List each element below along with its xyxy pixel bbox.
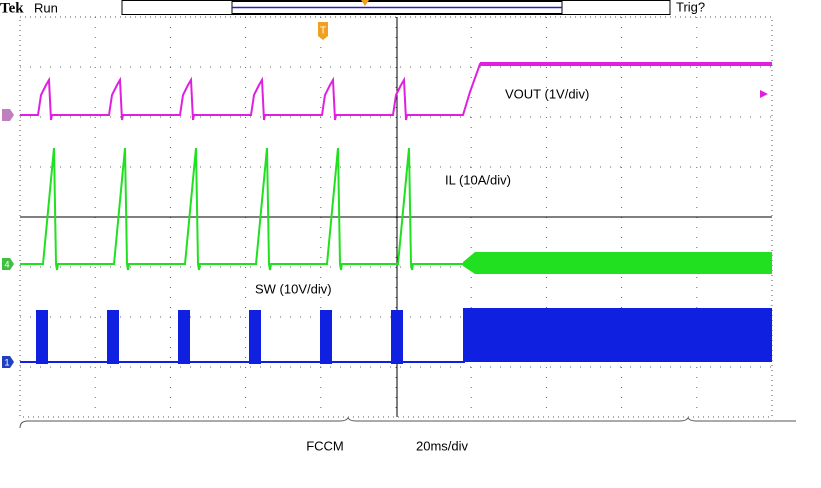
sw-burst (178, 310, 190, 364)
sw-burst (36, 310, 48, 364)
ch4-marker-label: 4 (4, 259, 9, 269)
trigger-marker (318, 22, 328, 40)
trigger-pos-top (361, 0, 369, 6)
graticule-border (19, 16, 773, 418)
trigger-marker-label: T (320, 26, 326, 37)
ch1-marker (2, 356, 14, 368)
ch3-marker (2, 109, 14, 121)
ch1-marker-label: 1 (4, 357, 9, 367)
sw-burst (320, 310, 332, 364)
trigger-status: Trig? (676, 0, 705, 14)
il-trace (20, 147, 463, 271)
ref-arrow (760, 90, 768, 98)
mode-label: FCCM (306, 438, 344, 453)
brand: Tek (0, 0, 24, 16)
sw-label: SW (10V/div) (255, 281, 332, 296)
ch4-marker (2, 258, 14, 270)
sw-burst (391, 310, 403, 364)
sw-burst (107, 310, 119, 364)
run-status: Run (34, 0, 58, 15)
waveforms (20, 62, 772, 364)
vout-trace-band (480, 62, 772, 66)
il-label: IL (10A/div) (445, 172, 511, 187)
il-band (463, 252, 772, 274)
bottom-bracket (19, 417, 796, 429)
timebase-label: 20ms/div (416, 438, 469, 453)
vout-trace (20, 63, 772, 121)
sw-band (463, 308, 772, 362)
sw-burst (249, 310, 261, 364)
vout-label: VOUT (1V/div) (505, 86, 589, 101)
